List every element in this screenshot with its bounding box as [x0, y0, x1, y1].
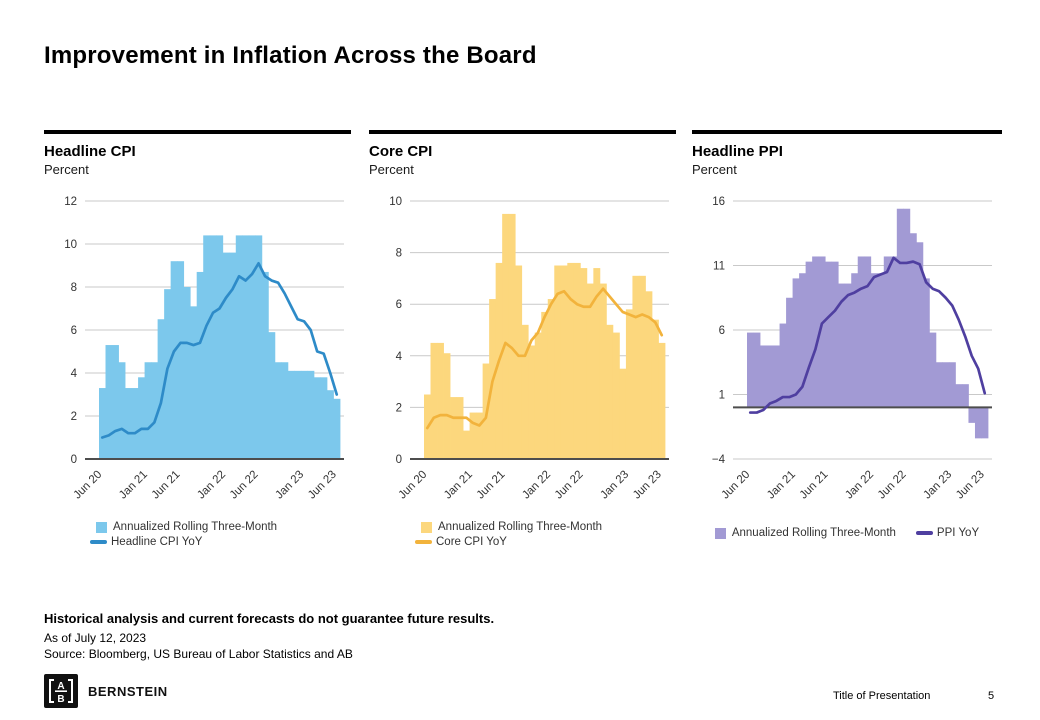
svg-text:Jan 21: Jan 21: [765, 469, 798, 502]
svg-text:Jun 20: Jun 20: [396, 469, 429, 502]
svg-text:16: 16: [712, 196, 725, 208]
legend-bar-item: Annualized Rolling Three-Month: [421, 521, 676, 533]
chart-unit-label: Percent: [692, 162, 737, 177]
line-swatch-icon: [915, 531, 933, 535]
svg-text:Jun 21: Jun 21: [798, 469, 831, 502]
svg-text:2: 2: [71, 411, 77, 423]
svg-text:0: 0: [396, 454, 402, 466]
panel-rule: [369, 130, 676, 134]
legend-bar-label: Annualized Rolling Three-Month: [731, 527, 896, 539]
chart-title: Headline PPI: [692, 143, 783, 160]
svg-text:Jun 23: Jun 23: [631, 469, 664, 502]
svg-text:Jun 22: Jun 22: [228, 469, 261, 502]
legend-line-item: Core CPI YoY: [415, 536, 676, 548]
legend-line-label: Headline CPI YoY: [111, 536, 203, 548]
svg-text:6: 6: [719, 325, 725, 337]
svg-text:Jan 23: Jan 23: [273, 469, 306, 502]
legend: Annualized Rolling Three-Month Headline …: [90, 521, 351, 548]
brand-name: BERNSTEIN: [88, 683, 168, 699]
footer-as-of-date: As of July 12, 2023: [44, 631, 147, 645]
svg-text:Jun 21: Jun 21: [475, 469, 508, 502]
chart-panel-core-cpi: Core CPI Percent 0 2 4 6 8 10 Jun 20 Jan 21 Jun …: [369, 130, 676, 551]
panel-rule: [44, 130, 351, 134]
legend-bar-item: Annualized Rolling Three-Month: [714, 527, 896, 539]
chart-title: Headline CPI: [44, 143, 136, 160]
core-cpi-chart: 0 2 4 6 8 10 Jun 20 Jan 21 Jun 21 Jan 22 Jun 22 Jan…: [389, 196, 669, 502]
chart-panel-headline-ppi: Headline PPI Percent −4 1 6 11 16 Jun 20 Jan 2…: [692, 130, 1002, 542]
svg-text:8: 8: [396, 248, 402, 260]
svg-text:Jun 21: Jun 21: [150, 469, 183, 502]
svg-text:10: 10: [389, 196, 402, 208]
legend-line-item: Headline CPI YoY: [90, 536, 351, 548]
chart-panel-headline-cpi: Headline CPI Percent 0 2 4 6 8 10 12 Jun 20 Jan …: [44, 130, 351, 551]
legend-bar-label: Annualized Rolling Three-Month: [113, 521, 278, 533]
svg-text:11: 11: [713, 261, 725, 273]
bar-swatch-icon: [714, 527, 726, 539]
headline-cpi-chart: 0 2 4 6 8 10 12 Jun 20 Jan 21 Jun 21 Jan 22 Jun 22 J…: [64, 196, 344, 502]
chart-unit-label: Percent: [369, 162, 414, 177]
chart-title: Core CPI: [369, 143, 433, 160]
svg-text:Jun 20: Jun 20: [719, 469, 752, 502]
legend-line-label: Core CPI YoY: [436, 536, 507, 548]
footer-disclaimer: Historical analysis and current forecast…: [44, 611, 495, 626]
svg-text:Jan 21: Jan 21: [442, 469, 475, 502]
svg-text:6: 6: [396, 299, 402, 311]
svg-text:Jan 22: Jan 22: [520, 469, 553, 502]
svg-text:Jan 23: Jan 23: [921, 469, 954, 502]
legend-line-item: PPI YoY: [915, 527, 980, 539]
legend: Annualized Rolling Three-Month Core CPI …: [415, 521, 676, 548]
legend-line-label: PPI YoY: [936, 527, 980, 539]
chart-unit-label: Percent: [44, 162, 89, 177]
svg-text:0: 0: [71, 454, 77, 466]
presentation-title: Title of Presentation: [833, 690, 931, 702]
svg-text:4: 4: [396, 351, 403, 363]
svg-text:4: 4: [71, 368, 78, 380]
svg-text:10: 10: [64, 239, 77, 251]
line-swatch-icon: [90, 540, 107, 544]
svg-text:Jan 22: Jan 22: [843, 469, 876, 502]
bar-swatch-icon: [96, 521, 107, 533]
legend-bar-item: Annualized Rolling Three-Month: [96, 521, 351, 533]
legend: Annualized Rolling Three-Month PPI YoY: [692, 527, 1002, 542]
legend-bar-label: Annualized Rolling Three-Month: [438, 521, 603, 533]
svg-text:Jan 21: Jan 21: [117, 469, 150, 502]
svg-text:Jan 23: Jan 23: [598, 469, 631, 502]
svg-text:B: B: [57, 694, 64, 705]
svg-text:Jun 22: Jun 22: [553, 469, 586, 502]
ab-logo-icon: A B: [44, 674, 78, 708]
line-swatch-icon: [415, 540, 432, 544]
svg-text:8: 8: [71, 282, 77, 294]
svg-text:Jun 20: Jun 20: [71, 469, 104, 502]
svg-text:Jun 23: Jun 23: [306, 469, 339, 502]
svg-text:Jun 22: Jun 22: [876, 469, 909, 502]
page-title: Improvement in Inflation Across the Boar…: [44, 42, 537, 69]
svg-text:1: 1: [719, 390, 725, 402]
svg-text:12: 12: [64, 196, 77, 208]
svg-text:Jan 22: Jan 22: [195, 469, 228, 502]
page-number: 5: [988, 690, 995, 702]
svg-text:Jun 23: Jun 23: [954, 469, 987, 502]
svg-text:2: 2: [396, 402, 402, 414]
footer: Historical analysis and current forecast…: [44, 611, 494, 662]
svg-text:A: A: [57, 681, 64, 692]
footer-source: Source: Bloomberg, US Bureau of Labor St…: [44, 647, 353, 661]
bar-swatch-icon: [421, 521, 432, 533]
svg-text:−4: −4: [712, 454, 726, 466]
brand-logo: A B BERNSTEIN: [44, 674, 168, 708]
svg-text:6: 6: [71, 325, 77, 337]
panel-rule: [692, 130, 1002, 134]
